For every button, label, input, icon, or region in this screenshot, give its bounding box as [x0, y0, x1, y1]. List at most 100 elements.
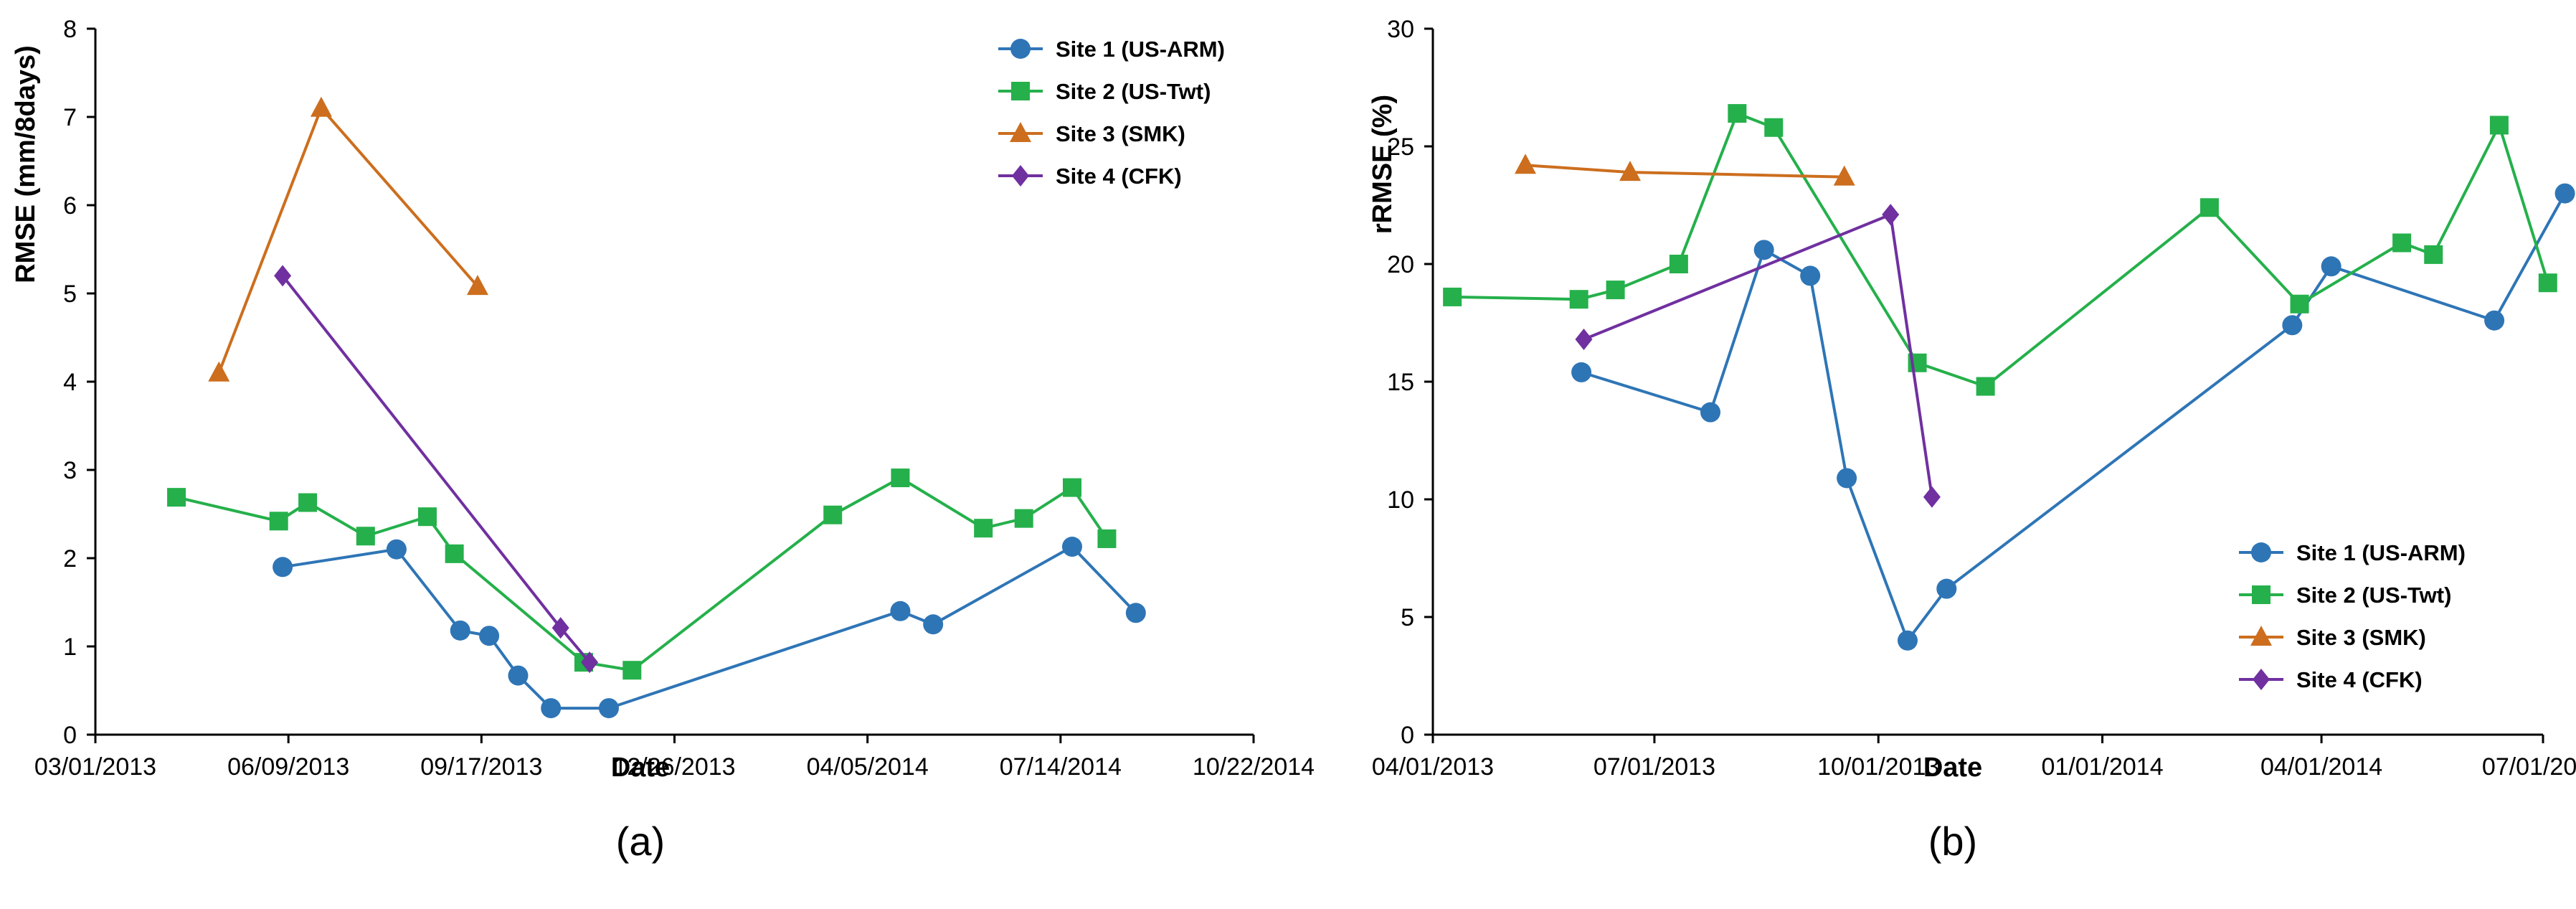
legend-entry-site3: Site 3 (SMK) — [2239, 625, 2426, 650]
data-point-site4 — [581, 651, 599, 674]
y-tick-label: 4 — [63, 369, 77, 396]
panel-a-label: (a) — [616, 819, 665, 864]
y-tick-label: 5 — [1401, 604, 1414, 631]
x-tick-label: 09/17/2013 — [420, 753, 542, 781]
legend-marker — [1010, 122, 1031, 142]
y-tick-label: 0 — [63, 722, 77, 749]
data-point-site1 — [598, 698, 619, 719]
legend-entry-site2: Site 2 (US-Twt) — [998, 79, 1211, 104]
legend-entry-site4: Site 4 (CFK) — [998, 164, 1182, 189]
series-line-site2 — [1452, 111, 2549, 388]
data-point-site2 — [1569, 290, 1588, 309]
x-tick-label: 07/14/2014 — [1000, 753, 1122, 781]
legend-entry-site1: Site 1 (US-ARM) — [2239, 540, 2466, 565]
legend-marker — [2250, 626, 2272, 646]
y-tick-label: 20 — [1387, 251, 1414, 278]
legend-label: Site 3 (SMK) — [2296, 625, 2426, 650]
panel-a-x-axis-title: Date — [611, 753, 670, 783]
panel-b-legend: Site 1 (US-ARM) Site 2 (US-Twt) Site 3 (SM… — [2239, 540, 2466, 692]
data-point-site2 — [417, 507, 437, 527]
y-tick-label: 25 — [1387, 133, 1414, 161]
y-tick-label: 15 — [1387, 369, 1414, 396]
series-line-site1 — [282, 545, 1137, 710]
legend-entry-site3: Site 3 (SMK) — [998, 121, 1185, 146]
y-tick-label: 10 — [1387, 486, 1414, 514]
panel-b-x-axis-title: Date — [1923, 753, 1982, 783]
series-site2 — [167, 468, 1117, 680]
y-tick-label: 5 — [63, 281, 77, 308]
data-point-site4 — [1882, 204, 1900, 226]
data-point-site2 — [1097, 529, 1117, 548]
data-point-site2 — [1976, 377, 1995, 396]
data-point-site1 — [1571, 362, 1592, 382]
legend-marker — [1012, 165, 1029, 187]
panel-a-y-axis-title: RMSE (mm/8days) — [11, 45, 41, 283]
data-point-site3 — [1515, 154, 1536, 174]
legend-label: Site 2 (US-Twt) — [2296, 583, 2451, 608]
y-tick-label: 2 — [63, 545, 77, 573]
data-point-site1 — [2321, 256, 2341, 277]
y-tick-label: 8 — [63, 16, 77, 43]
legend-label: Site 4 (CFK) — [1056, 164, 1182, 189]
data-point-site2 — [2392, 233, 2412, 253]
data-point-site3 — [466, 275, 488, 296]
data-point-site2 — [823, 505, 843, 524]
data-point-site2 — [356, 527, 375, 546]
y-tick-label: 0 — [1401, 722, 1414, 749]
data-point-site2 — [2489, 116, 2509, 135]
data-point-site1 — [479, 626, 500, 646]
legend-entry-site1: Site 1 (US-ARM) — [998, 37, 1225, 62]
data-point-site2 — [1062, 478, 1081, 497]
y-tick-label: 7 — [63, 104, 77, 131]
data-point-site1 — [2282, 315, 2303, 336]
data-point-site2 — [974, 519, 993, 538]
data-point-site2 — [891, 468, 910, 488]
series-line-site3 — [217, 105, 479, 374]
series-site1 — [273, 537, 1146, 719]
data-point-site2 — [298, 493, 318, 512]
panel-b-axes: 0 5 10 15 20 25 30 04/01/2013 07/01/2013 10/01/20… — [1372, 16, 2576, 781]
data-point-site4 — [274, 265, 292, 287]
data-point-site2 — [622, 661, 642, 680]
y-tick-label: 3 — [63, 457, 77, 484]
data-point-site3 — [1833, 165, 1855, 186]
series-site1 — [1571, 183, 2575, 651]
data-point-site1 — [1125, 603, 1146, 623]
panel-b-label: (b) — [1928, 819, 1977, 864]
panel-b: 0 5 10 15 20 25 30 04/01/2013 07/01/2013 10/01/20… — [1368, 16, 2576, 864]
data-point-site4 — [1575, 328, 1593, 350]
panel-b-series — [1443, 104, 2575, 651]
legend-label: Site 3 (SMK) — [1056, 121, 1185, 146]
data-point-site3 — [310, 96, 332, 117]
data-point-site1 — [450, 620, 470, 641]
data-point-site1 — [541, 698, 562, 719]
data-point-site4 — [551, 617, 569, 639]
series-line-site1 — [1581, 192, 2567, 644]
data-point-site1 — [386, 539, 407, 560]
data-point-site1 — [923, 614, 944, 635]
series-site3 — [1515, 154, 1855, 186]
x-tick-label: 06/09/2013 — [227, 753, 349, 781]
y-tick-label: 30 — [1387, 16, 1414, 43]
legend-label: Site 1 (US-ARM) — [2296, 540, 2466, 565]
x-tick-label: 03/01/2013 — [34, 753, 156, 781]
legend-entry-site4: Site 4 (CFK) — [2239, 667, 2423, 692]
series-site4 — [274, 265, 599, 674]
legend-marker — [2253, 669, 2270, 690]
data-point-site2 — [1669, 255, 1688, 273]
legend-entry-site2: Site 2 (US-Twt) — [2239, 583, 2451, 608]
data-point-site2 — [1728, 104, 1747, 123]
y-tick-label: 1 — [63, 634, 77, 661]
x-tick-label: 10/22/2014 — [1193, 753, 1315, 781]
series-site4 — [1575, 204, 1941, 508]
data-point-site1 — [1700, 402, 1720, 423]
x-tick-label: 07/01/2013 — [1594, 753, 1715, 781]
data-point-site2 — [167, 488, 186, 507]
x-tick-label: 01/01/2014 — [2041, 753, 2163, 781]
data-point-site2 — [1606, 281, 1625, 300]
data-point-site1 — [1753, 240, 1774, 260]
x-tick-label: 04/01/2013 — [1372, 753, 1494, 781]
data-point-site1 — [508, 665, 529, 686]
data-point-site1 — [1936, 578, 1957, 599]
x-tick-label: 04/01/2014 — [2260, 753, 2382, 781]
